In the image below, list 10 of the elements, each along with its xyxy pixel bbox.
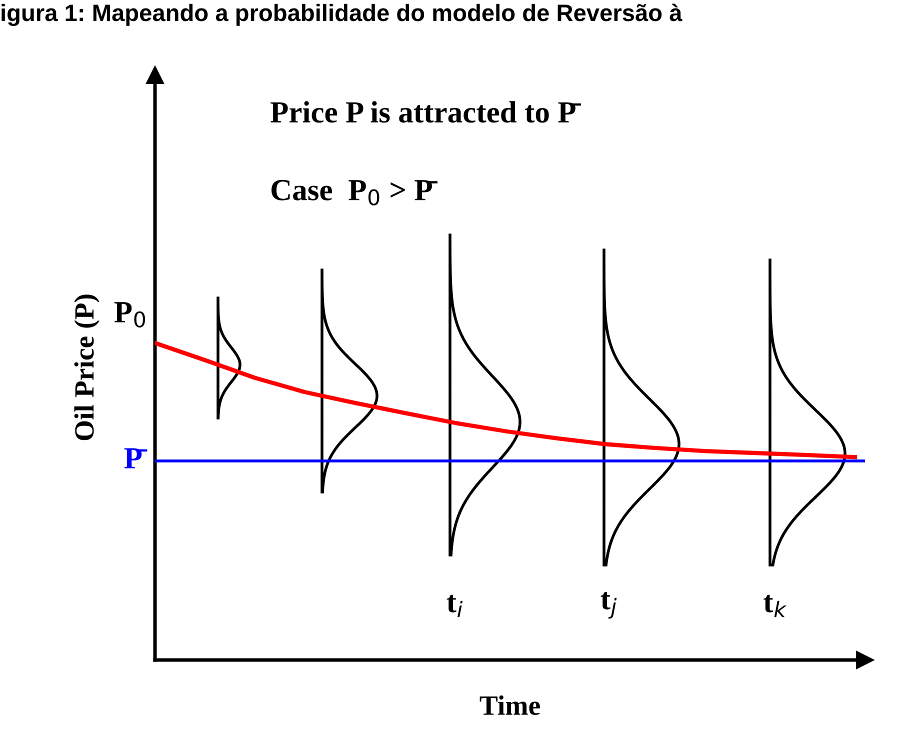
y-axis-title: Oil Price (P) — [74, 294, 100, 440]
text: P$_{0}$ — [114, 302, 146, 328]
chart-title: igura 1: Mapeando a probabilidade do modelo de Reversão à — [2, 4, 682, 26]
ref-line-label: P̄ — [124, 448, 148, 468]
text: Price P is attracted to P̄ — [270, 101, 581, 123]
x-axis-title: Time — [480, 695, 540, 715]
annotation: t$_{k}$ — [764, 594, 787, 618]
text: Case P$_{0}$ > P̄ — [271, 180, 438, 206]
annotation: t$_{i}$ — [446, 594, 463, 618]
annotation: t$_{j}$ — [600, 592, 617, 619]
